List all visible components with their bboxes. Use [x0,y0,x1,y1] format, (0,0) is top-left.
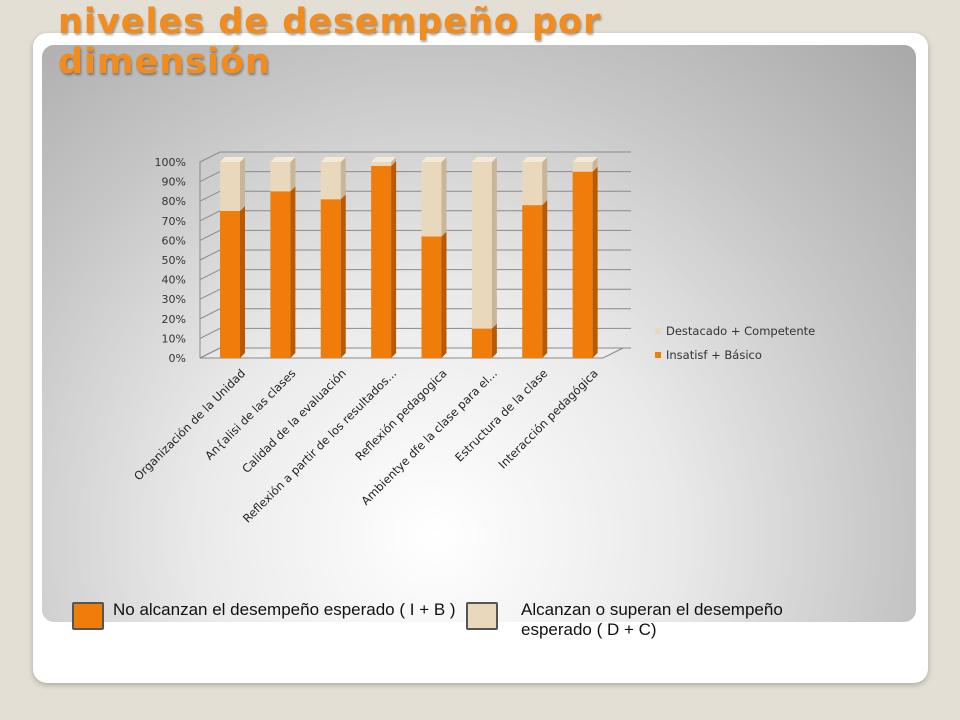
slide-title: niveles de desempeño por dimensión [58,2,601,82]
x-category-label: Interacción pedagógica [496,366,601,471]
bar-destacado-competente [320,157,346,200]
y-tick-label: 60% [162,234,186,247]
x-category-label: Reflexión pedagogica [352,366,449,463]
chart-legend: Destacado + Competente Insatisf + Básico [655,324,815,362]
legend-entry: Insatisf + Básico [666,348,762,362]
y-tick-label: 70% [162,215,186,228]
bar-insatisf-basico [320,194,346,358]
bar-destacado-competente [572,157,598,172]
bar-destacado-competente [270,157,296,192]
bar-destacado-competente [371,157,397,166]
y-tick-label: 80% [162,195,186,208]
bar-destacado-competente [522,157,548,206]
legend-swatch-alcanzan [466,602,498,630]
x-category-label: An{alisi de las clases [202,366,298,462]
legend-swatch [655,328,661,334]
x-category-label: Calidad de la evaluación [239,366,349,476]
x-category-label: Estructura de la clase [452,366,550,464]
y-tick-label: 20% [162,313,186,326]
legend-text-no-alcanzan: No alcanzan el desempeño esperado ( I + … [113,600,456,619]
bar-insatisf-basico [572,166,598,358]
legend-swatch [655,352,661,358]
y-tick-label: 10% [162,332,186,345]
title-line-1: niveles de desempeño por [58,2,602,42]
bar-insatisf-basico [471,323,497,358]
y-tick-label: 40% [162,274,186,287]
y-tick-label: 50% [162,254,186,267]
bar-destacado-competente [220,157,245,211]
legend-text-alcanzan: Alcanzan o superan el desempeño esperado… [521,600,783,639]
bar-destacado-competente [421,157,447,237]
y-axis-ticks: 0% 10% 20% 30% 40% 50% 60% 70% 80% 90% 100% [155,156,186,365]
title-line-2: dimensión [58,42,271,82]
bar-destacado-competente [471,157,497,329]
legend-swatch-no-alcanzan [72,602,104,630]
y-tick-label: 30% [162,293,186,306]
bar-insatisf-basico [270,186,296,358]
chart-bars [220,157,598,358]
y-tick-label: 0% [169,352,186,365]
y-tick-label: 90% [162,176,186,189]
bar-insatisf-basico [522,200,548,358]
bar-insatisf-basico [220,206,245,358]
chart-grid [199,151,631,359]
legend-entry: Destacado + Competente [666,324,815,338]
bar-insatisf-basico [371,160,397,358]
y-tick-label: 100% [155,156,186,169]
bar-insatisf-basico [421,231,447,358]
